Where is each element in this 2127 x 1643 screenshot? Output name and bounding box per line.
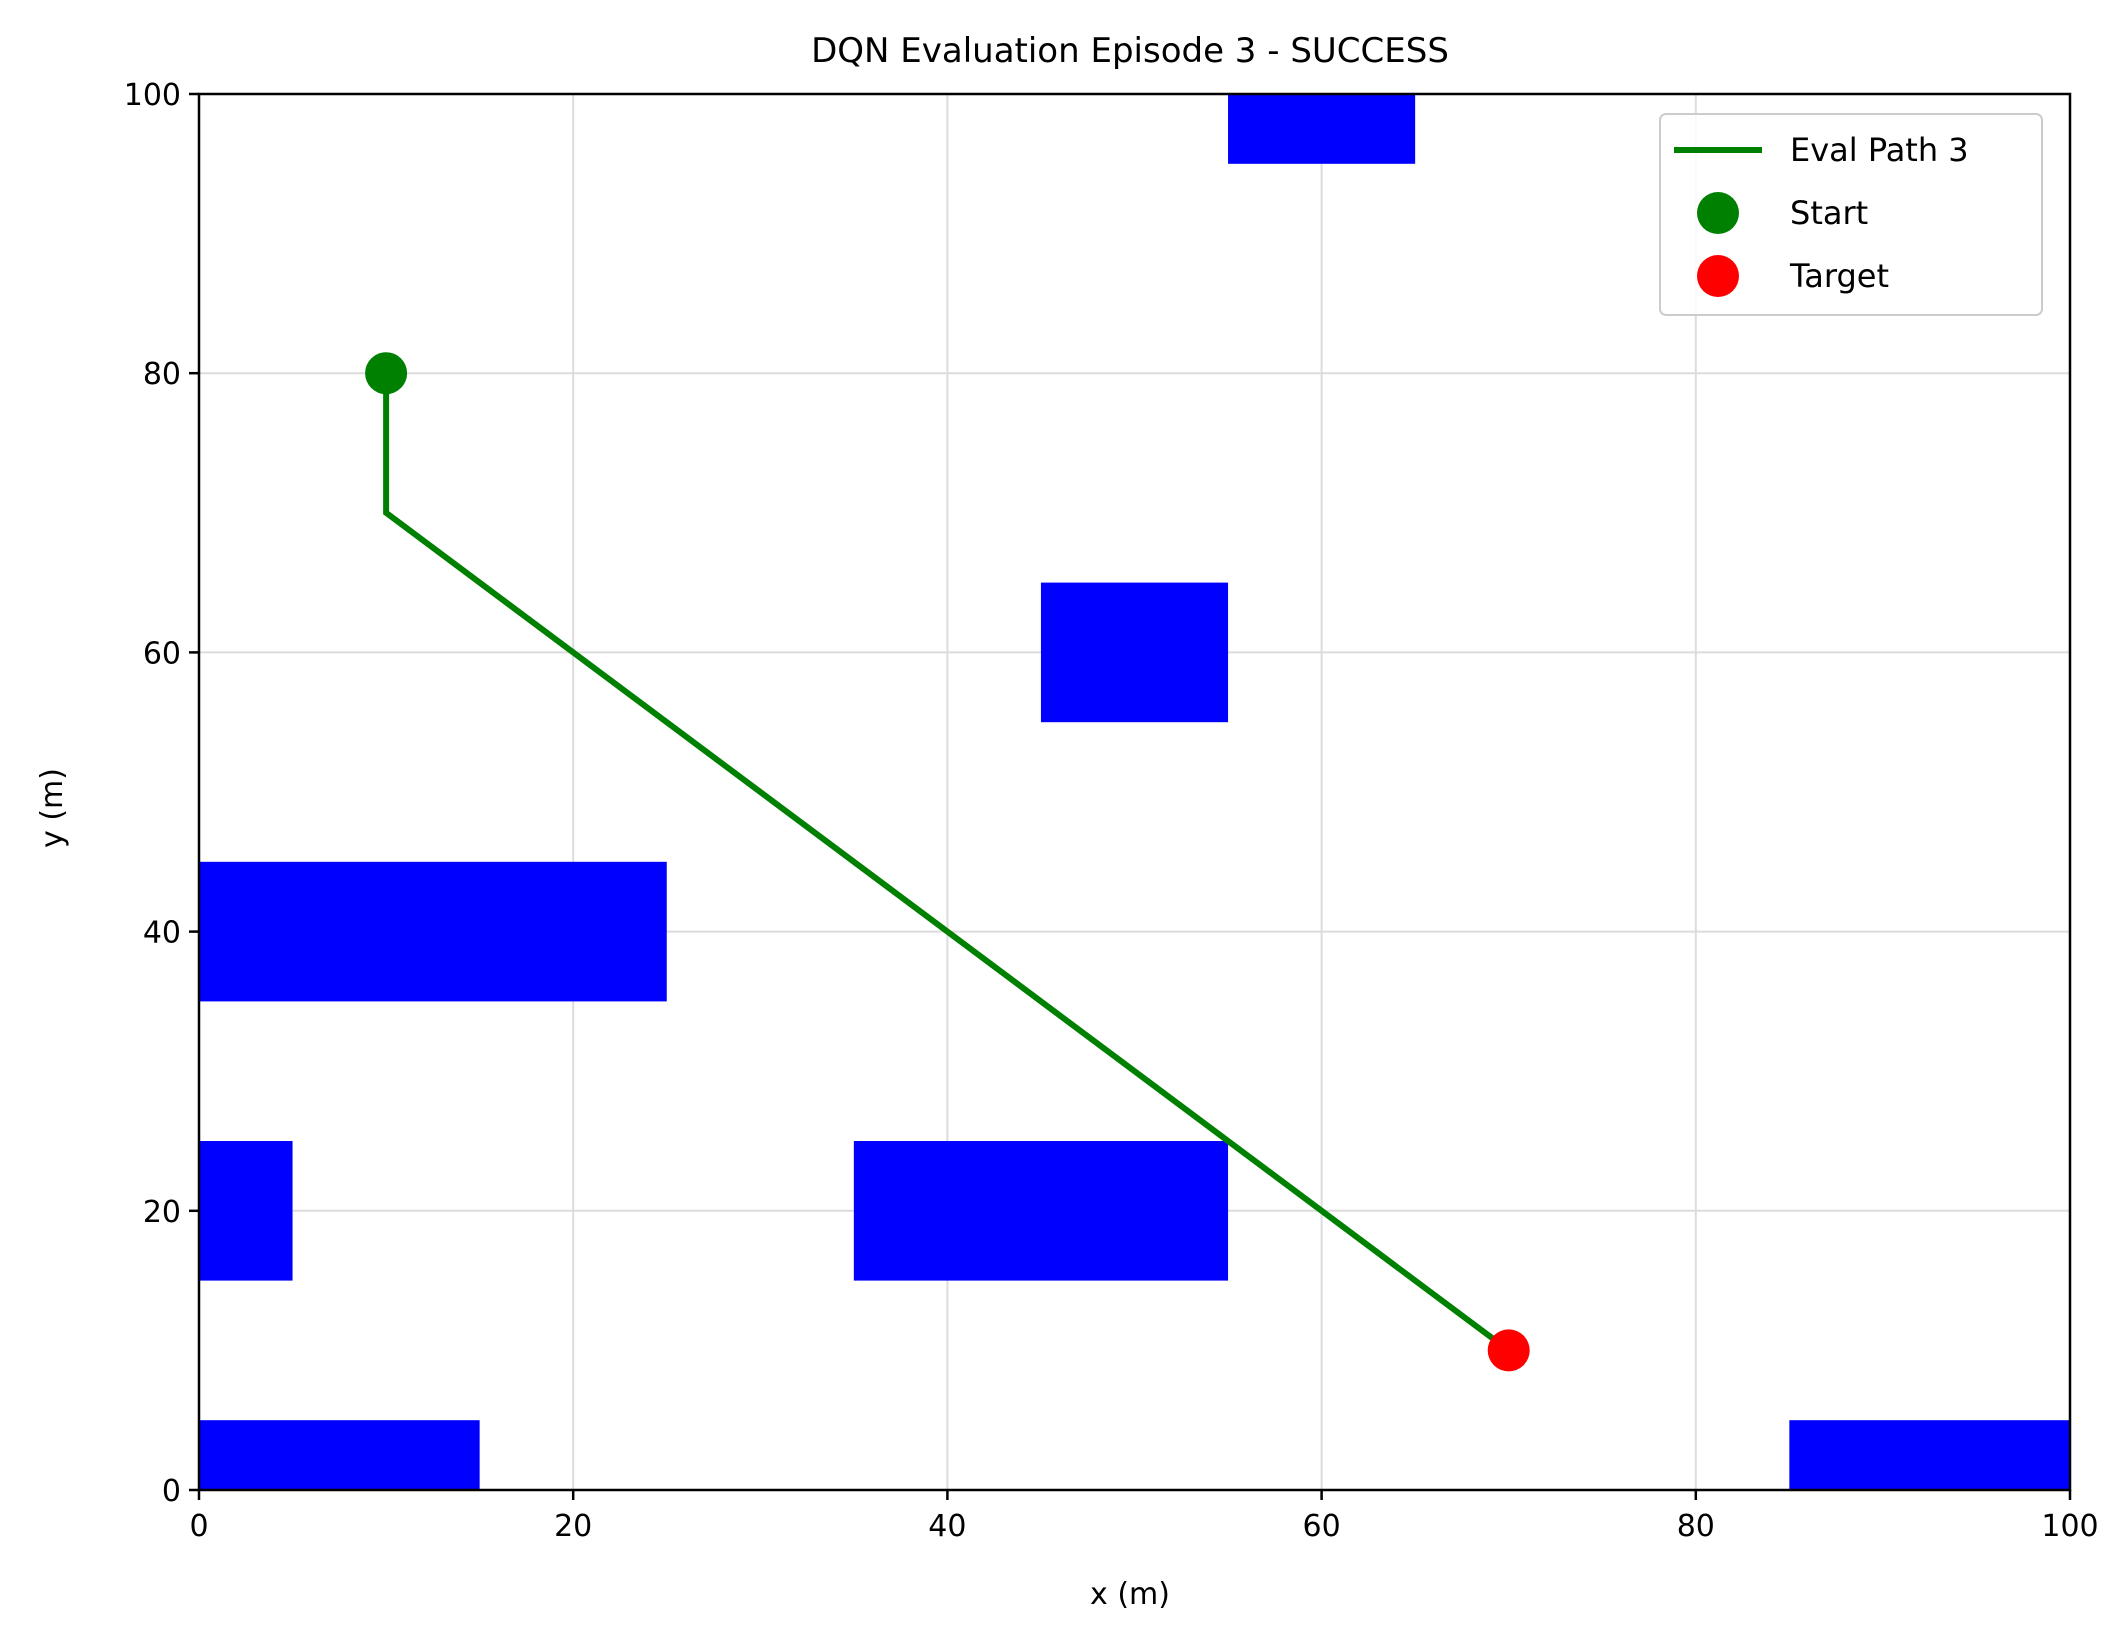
x-tick-label-2: 40 bbox=[928, 1509, 966, 1544]
y-tick-label-1: 20 bbox=[143, 1195, 181, 1230]
markers bbox=[365, 352, 1530, 1372]
legend-label-eval-path-3: Eval Path 3 bbox=[1790, 131, 1969, 169]
legend-label-start: Start bbox=[1790, 194, 1868, 232]
obstacles bbox=[199, 94, 2070, 1490]
x-tick-label-3: 60 bbox=[1303, 1509, 1341, 1544]
series bbox=[383, 373, 1511, 1353]
legend-box bbox=[1659, 113, 2043, 316]
legend-label-target: Target bbox=[1789, 257, 1889, 295]
obstacle-6 bbox=[1789, 1420, 2070, 1490]
x-tick-label-5: 100 bbox=[2041, 1509, 2098, 1544]
legend-swatch-start bbox=[1697, 192, 1739, 234]
chart-title: DQN Evaluation Episode 3 - SUCCESS bbox=[811, 31, 1449, 71]
x-tick-label-1: 20 bbox=[554, 1509, 592, 1544]
marker-start bbox=[365, 352, 408, 395]
marker-target bbox=[1487, 1329, 1530, 1372]
obstacle-0 bbox=[199, 1420, 480, 1490]
legend: Eval Path 3 Start Target bbox=[1659, 113, 2043, 316]
legend-swatch-target bbox=[1697, 255, 1739, 297]
x-tick-label-0: 0 bbox=[189, 1509, 208, 1544]
series-line-0 bbox=[383, 373, 1511, 1353]
obstacle-3 bbox=[853, 1141, 1229, 1281]
x-axis-label: x (m) bbox=[1090, 1577, 1170, 1612]
y-tick-label-2: 40 bbox=[143, 916, 181, 951]
y-axis-label: y (m) bbox=[35, 768, 70, 848]
obstacle-2 bbox=[199, 861, 667, 1002]
x-tick-label-4: 80 bbox=[1677, 1509, 1715, 1544]
axes: 0 20 40 60 80 100 0 20 40 60 80 100 bbox=[124, 78, 2099, 1544]
obstacle-4 bbox=[1040, 582, 1229, 723]
y-tick-label-0: 0 bbox=[162, 1474, 181, 1509]
y-tick-label-4: 80 bbox=[143, 357, 181, 392]
obstacle-5 bbox=[1228, 94, 1416, 164]
plot-frame bbox=[197, 92, 2072, 1492]
y-tick-label-5: 100 bbox=[124, 78, 181, 113]
obstacle-1 bbox=[199, 1141, 293, 1281]
y-tick-label-3: 60 bbox=[143, 636, 181, 671]
